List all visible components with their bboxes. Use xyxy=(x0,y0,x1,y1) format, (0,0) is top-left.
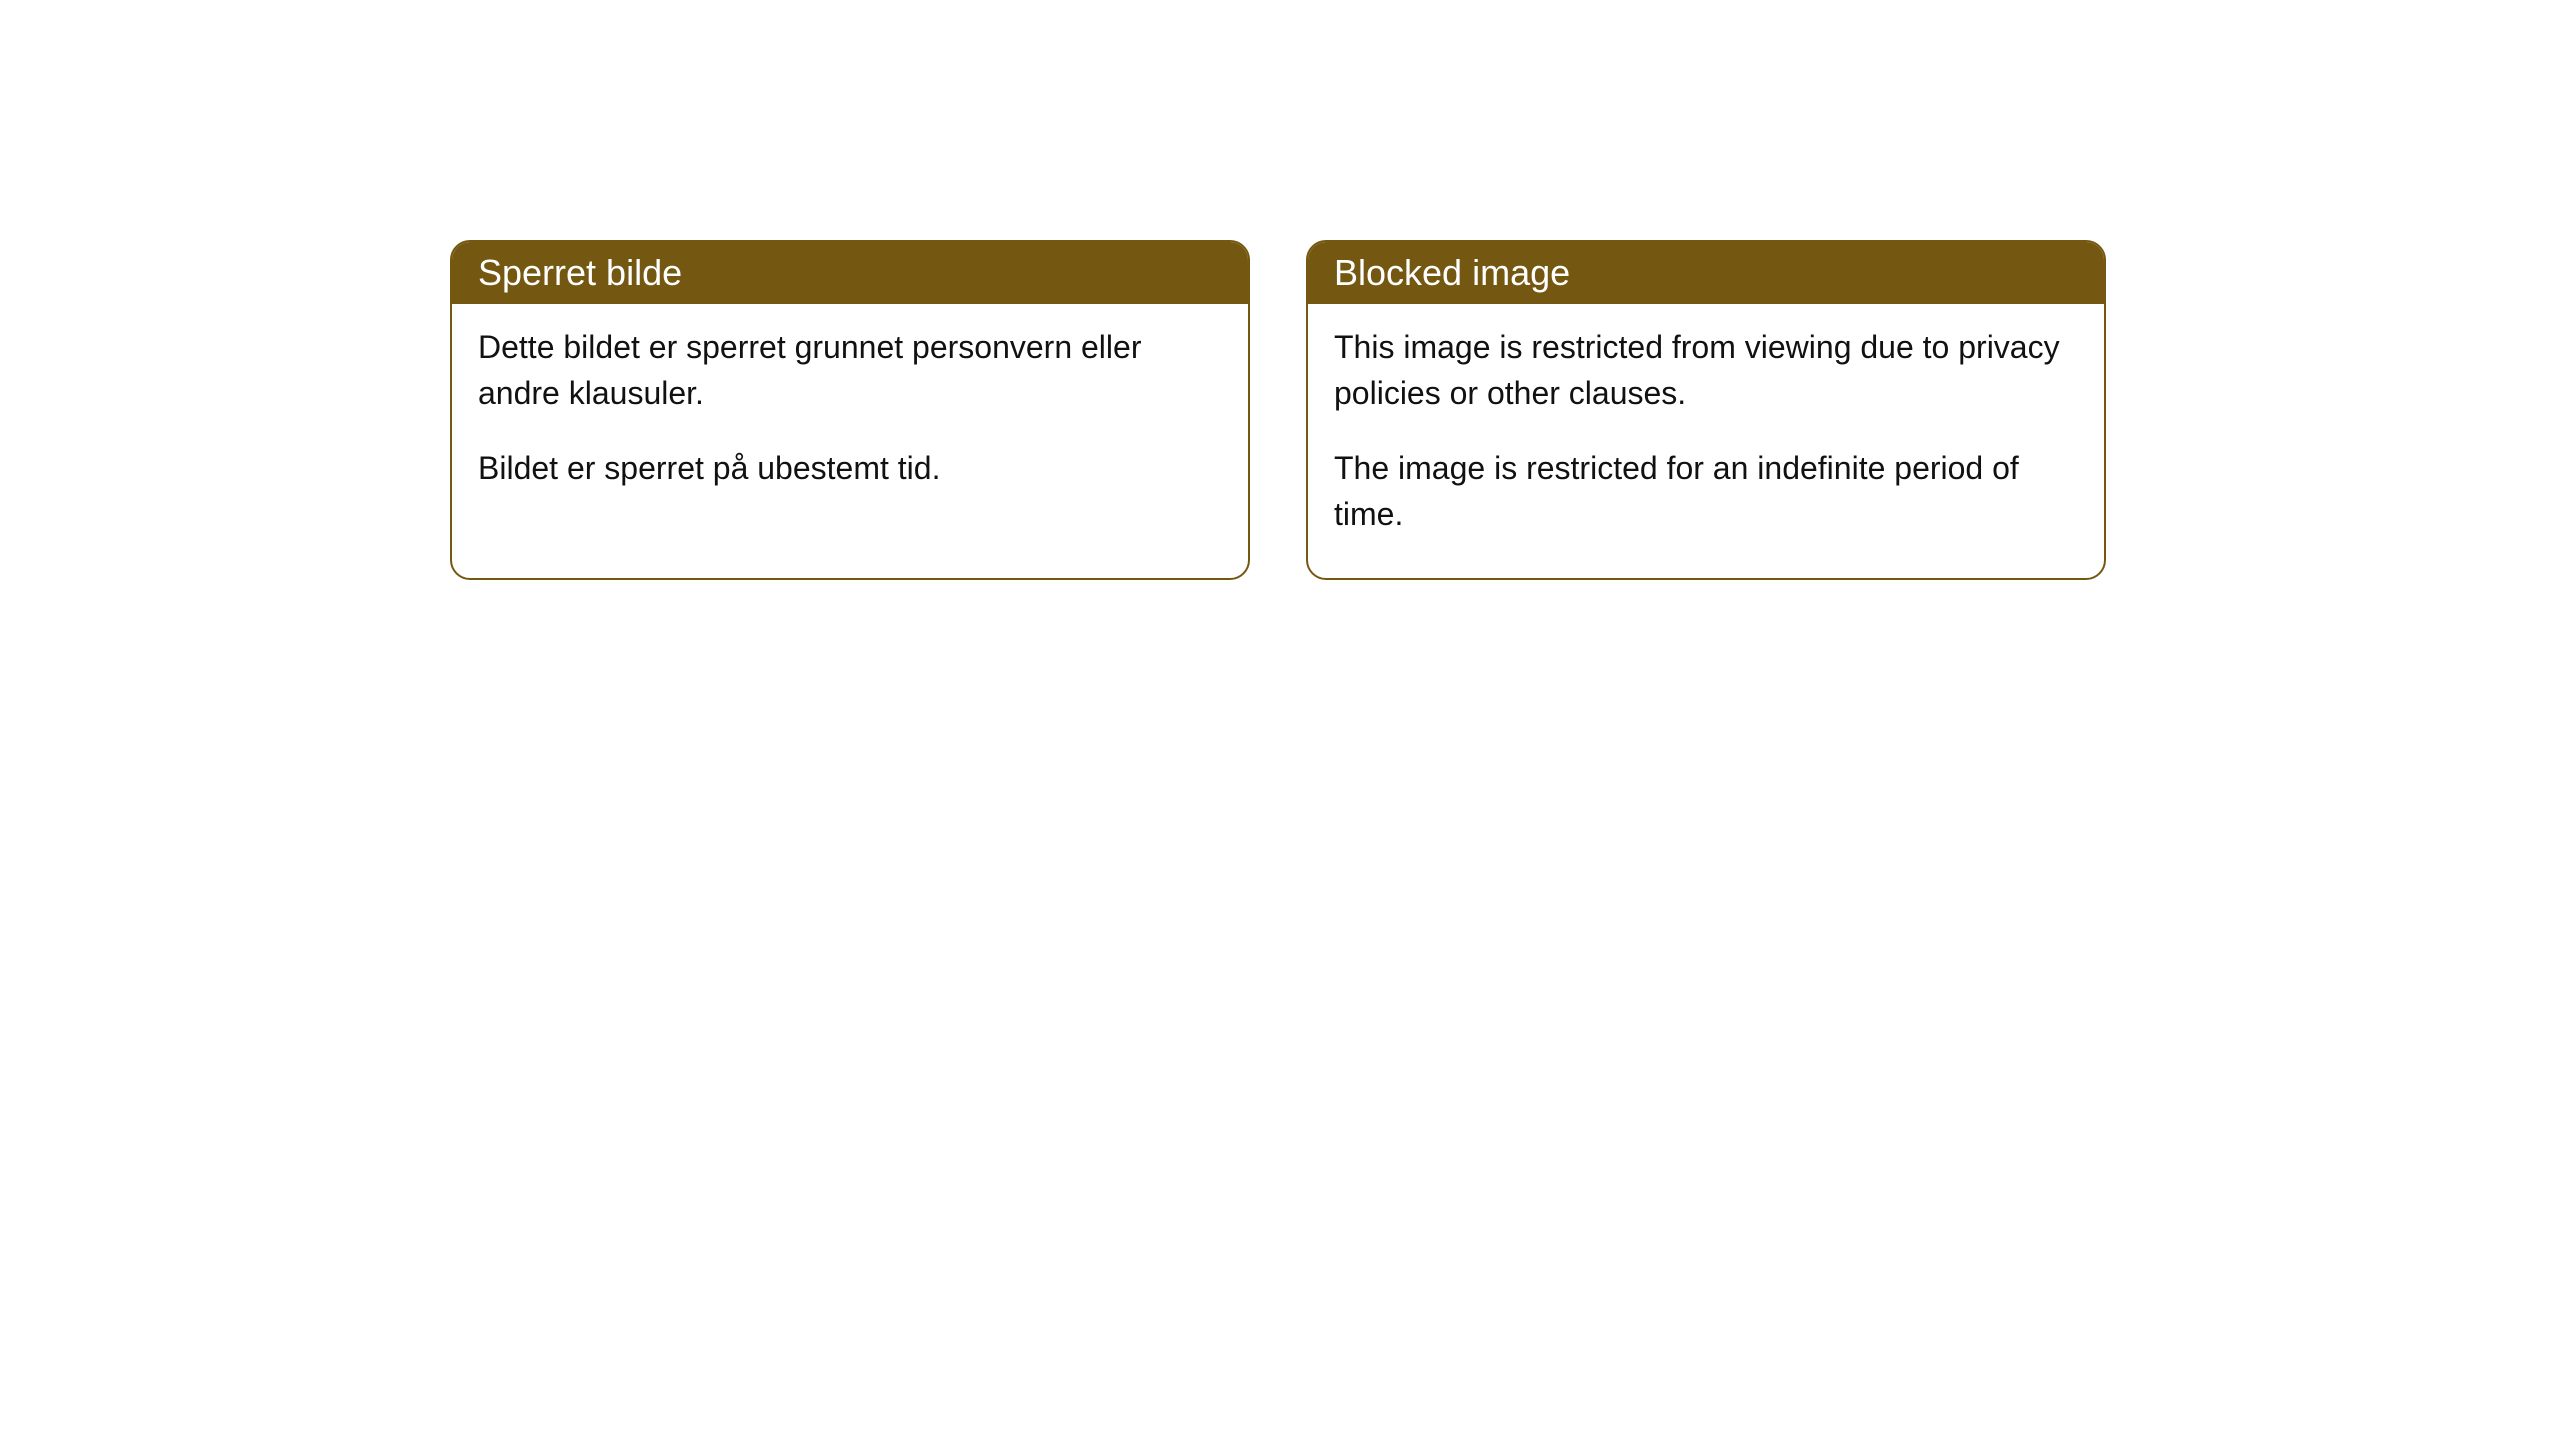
card-paragraph: The image is restricted for an indefinit… xyxy=(1334,445,2078,538)
card-paragraph: This image is restricted from viewing du… xyxy=(1334,324,2078,417)
card-header: Blocked image xyxy=(1308,242,2104,304)
notice-card-english: Blocked image This image is restricted f… xyxy=(1306,240,2106,580)
notice-card-norwegian: Sperret bilde Dette bildet er sperret gr… xyxy=(450,240,1250,580)
card-paragraph: Dette bildet er sperret grunnet personve… xyxy=(478,324,1222,417)
card-body: This image is restricted from viewing du… xyxy=(1308,304,2104,578)
card-title: Blocked image xyxy=(1334,252,1570,293)
card-header: Sperret bilde xyxy=(452,242,1248,304)
card-title: Sperret bilde xyxy=(478,252,682,293)
card-body: Dette bildet er sperret grunnet personve… xyxy=(452,304,1248,531)
card-paragraph: Bildet er sperret på ubestemt tid. xyxy=(478,445,1222,491)
notice-container: Sperret bilde Dette bildet er sperret gr… xyxy=(450,240,2560,580)
